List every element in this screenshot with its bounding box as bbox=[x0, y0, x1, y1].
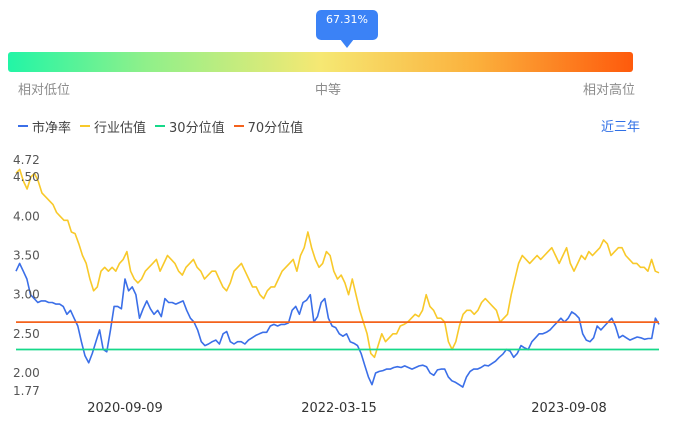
y-tick-label-0: 4.72 bbox=[13, 153, 40, 167]
legend-swatch-industry bbox=[80, 125, 91, 127]
legend-label-industry: 行业估值 bbox=[94, 120, 147, 136]
legend-label-pb: 市净率 bbox=[32, 120, 72, 136]
series-line-1 bbox=[15, 168, 660, 359]
x-tick-label-0: 2020-09-09 bbox=[87, 401, 163, 416]
legend-label-p70: 70分位值 bbox=[247, 120, 304, 136]
legend-item-industry[interactable]: 行业估值 bbox=[80, 117, 146, 136]
y-tick-label-6: 2.00 bbox=[13, 366, 40, 380]
y-tick-label-7: 1.77 bbox=[13, 384, 40, 398]
period-selector-button[interactable]: 近三年 bbox=[600, 120, 640, 135]
legend-swatch-p30 bbox=[155, 125, 166, 127]
percentile-gradient-bar bbox=[8, 52, 633, 72]
legend-item-pb[interactable]: 市净率 bbox=[18, 117, 71, 136]
legend-label-p30: 30分位值 bbox=[169, 120, 225, 136]
y-tick-label-5: 2.50 bbox=[13, 327, 40, 341]
x-tick-label-2: 2023-09-08 bbox=[531, 401, 607, 416]
gauge-mid-label: 中等 bbox=[315, 83, 342, 98]
percentile-tooltip: 67.31% bbox=[316, 10, 378, 48]
y-tick-label-2: 4.00 bbox=[13, 209, 40, 223]
gauge-high-label: 相对高位 bbox=[583, 83, 636, 98]
legend-swatch-pb bbox=[18, 125, 28, 127]
y-tick-label-4: 3.00 bbox=[13, 288, 40, 302]
legend-item-p30[interactable]: 30分位值 bbox=[155, 117, 225, 136]
valuation-gauge: 67.31% 相对低位 中等 相对高位 bbox=[0, 0, 686, 110]
y-tick-label-3: 3.50 bbox=[13, 249, 40, 263]
series-line-0 bbox=[15, 262, 660, 388]
legend-swatch-p70 bbox=[233, 125, 244, 127]
gauge-low-label: 相对低位 bbox=[18, 83, 71, 98]
chart-legend: 市净率 行业估值 30分位值 70分位值 bbox=[18, 116, 312, 136]
x-tick-label-1: 2022-03-15 bbox=[301, 401, 377, 416]
y-tick-label-1: 4.50 bbox=[13, 170, 40, 184]
legend-item-p70[interactable]: 70分位值 bbox=[233, 117, 304, 136]
